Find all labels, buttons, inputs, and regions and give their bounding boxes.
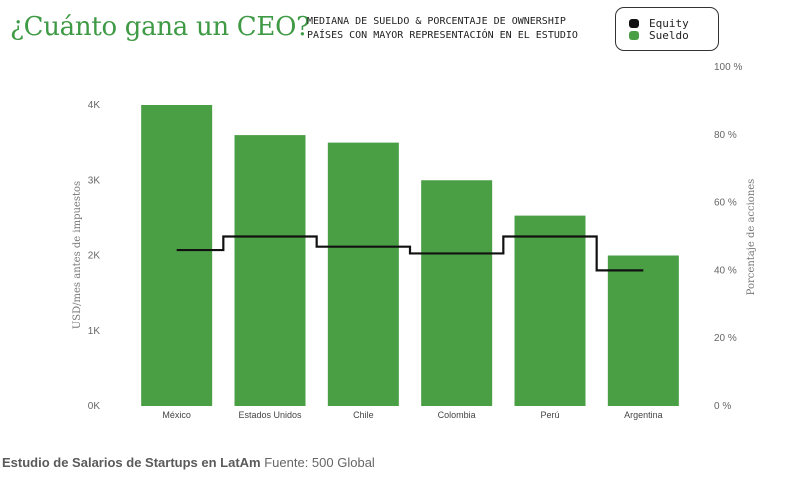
- footer-source: Fuente: 500 Global: [260, 455, 375, 470]
- subtitle-line-1: MEDIANA DE SUELDO & PORCENTAJE DE OWNERS…: [307, 16, 566, 27]
- x-tick-label: México: [162, 410, 191, 420]
- chart-title: ¿Cuánto gana un CEO?: [10, 12, 310, 42]
- y2-tick-label: 40 %: [714, 265, 737, 276]
- bar: [327, 142, 399, 406]
- legend-swatch-sueldo: [629, 31, 639, 40]
- y2-tick-label: 100 %: [714, 62, 742, 73]
- legend-swatch-equity: [629, 19, 639, 28]
- legend-label-equity: Equity: [649, 17, 689, 30]
- legend-label-sueldo: Sueldo: [649, 29, 689, 42]
- y2-tick-label: 0 %: [714, 401, 731, 412]
- y2-tick-label: 20 %: [714, 333, 737, 344]
- chart-subtitle: MEDIANA DE SUELDO & PORCENTAJE DE OWNERS…: [307, 15, 578, 43]
- x-tick-label: Colombia: [438, 410, 476, 420]
- y-tick-label: 0K: [88, 401, 101, 412]
- subtitle-line-2: PAÍSES CON MAYOR REPRESENTACIÓN EN EL ES…: [307, 30, 578, 41]
- chart-legend: Equity Sueldo: [615, 7, 719, 51]
- x-tick-label: Perú: [540, 410, 559, 420]
- bar: [141, 105, 213, 406]
- x-tick-label: Argentina: [624, 410, 663, 420]
- bar: [234, 135, 306, 406]
- y-axis-title: USD/mes antes de impuestos: [72, 181, 83, 329]
- bar: [607, 255, 679, 406]
- equity-step-line: [176, 235, 644, 272]
- y-tick-label: 3K: [88, 175, 101, 186]
- y-tick-label: 2K: [88, 251, 101, 262]
- y-tick-label: 1K: [88, 326, 101, 337]
- y2-tick-label: 60 %: [714, 198, 737, 209]
- x-tick-label: Estados Unidos: [238, 410, 302, 420]
- footer-caption: Estudio de Salarios de Startups en LatAm…: [2, 455, 375, 470]
- y-tick-label: 4K: [88, 100, 101, 111]
- y2-axis-title: Porcentaje de acciones: [746, 179, 757, 296]
- y2-tick-label: 80 %: [714, 130, 737, 141]
- x-tick-label: Chile: [353, 410, 374, 420]
- bar: [514, 215, 586, 406]
- legend-item-sueldo: Sueldo: [629, 29, 689, 42]
- footer-study-name: Estudio de Salarios de Startups en LatAm: [2, 455, 261, 470]
- bar: [421, 180, 493, 406]
- legend-item-equity: Equity: [629, 17, 689, 30]
